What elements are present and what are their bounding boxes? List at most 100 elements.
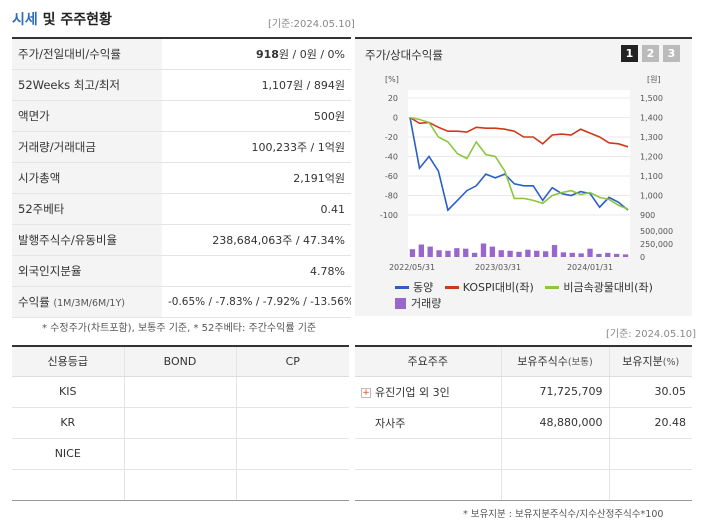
table-row: KR bbox=[12, 407, 349, 439]
y-left-tick-label: -80 bbox=[385, 192, 398, 201]
y-left-axis-label: [%] bbox=[385, 75, 399, 84]
holder-name-cell: + 유진기업 외 3인 bbox=[355, 376, 501, 408]
volume-bar bbox=[605, 252, 611, 257]
table-row: 시가총액 2,191억원 bbox=[12, 162, 351, 194]
agency-name: KIS bbox=[12, 376, 124, 408]
y-left-tick-label: -40 bbox=[385, 153, 398, 162]
table-row: 발행주식수/유동비율 238,684,063주 / 47.34% bbox=[12, 224, 351, 257]
col-header: 보유주식수(보통) bbox=[500, 346, 609, 377]
table-row bbox=[355, 469, 692, 501]
holder-ratio bbox=[608, 469, 692, 501]
returns-label-small: (1M/3M/6M/1Y) bbox=[53, 298, 125, 310]
volume-tick-label: 250,000 bbox=[640, 240, 673, 249]
y-left-tick-label: 0 bbox=[393, 114, 398, 123]
section-title: 시세 및 주주현황 bbox=[12, 9, 112, 29]
volume-bar bbox=[463, 248, 469, 257]
volume-bar bbox=[418, 244, 424, 257]
legend-item: 비금속광물대비(좌) bbox=[545, 280, 653, 296]
holder-shares bbox=[500, 469, 609, 501]
y-right-tick-label: 1,100 bbox=[640, 172, 663, 181]
major-shareholders-table: 주요주주 보유주식수(보통) 보유지분(%) + 유진기업 외 3인 71,725… bbox=[355, 345, 692, 501]
table-row: NICE bbox=[12, 438, 349, 470]
volume-bar bbox=[551, 245, 558, 257]
cp-rating bbox=[235, 376, 349, 408]
legend-item: 동양 bbox=[395, 280, 433, 296]
returns-label: 수익률 bbox=[18, 295, 50, 310]
col-header: 신용등급 bbox=[12, 346, 124, 377]
holder-shares bbox=[500, 438, 609, 470]
volume-bar bbox=[560, 252, 567, 257]
plot-area bbox=[408, 90, 630, 257]
table-row bbox=[12, 469, 349, 501]
volume-bar bbox=[542, 251, 549, 257]
volume-bar bbox=[614, 253, 620, 257]
base-date: [기준:2024.05.10] bbox=[268, 19, 355, 30]
volume-bar bbox=[587, 248, 593, 257]
row-value: 238,684,063주 / 47.34% bbox=[162, 224, 351, 257]
holder-ratio: 20.48 bbox=[608, 407, 692, 439]
row-label: 52주베타 bbox=[12, 193, 162, 226]
agency-name: KR bbox=[12, 407, 124, 439]
row-label: 액면가 bbox=[12, 100, 162, 132]
col-header-sub: (%) bbox=[662, 357, 680, 369]
row-label: 거래량/거래대금 bbox=[12, 131, 162, 163]
table-header-row: 신용등급 BOND CP bbox=[12, 346, 349, 377]
chart-button-2[interactable]: 2 bbox=[642, 45, 659, 62]
legend-label: 거래량 bbox=[411, 296, 442, 310]
volume-bar bbox=[507, 250, 513, 257]
row-value: 2,191억원 bbox=[162, 162, 351, 194]
row-label: 발행주식수/유동비율 bbox=[12, 224, 162, 257]
holder-ratio: 30.05 bbox=[608, 376, 692, 408]
x-tick-label: 2023/03/31 bbox=[475, 263, 521, 272]
volume-tick-label: 0 bbox=[640, 253, 645, 262]
col-header-text: 보유주식수 bbox=[517, 355, 568, 369]
credit-rating-table: 신용등급 BOND CP KIS KR NICE bbox=[12, 345, 349, 501]
series-line bbox=[409, 116, 629, 210]
y-right-axis-label: [원] bbox=[647, 75, 661, 84]
volume-bar bbox=[525, 249, 531, 257]
y-right-tick-label: 1,000 bbox=[640, 192, 663, 201]
bond-rating bbox=[123, 469, 236, 501]
table-row: 주가/전일대비/수익률 918원 / 0원 / 0% bbox=[12, 38, 351, 70]
col-header-sub: (보통) bbox=[567, 357, 593, 369]
agency-name: NICE bbox=[12, 438, 124, 470]
y-left-tick-label: -100 bbox=[380, 211, 398, 220]
chart-button-3[interactable]: 3 bbox=[663, 45, 680, 62]
row-label: 수익률 (1M/3M/6M/1Y) bbox=[12, 286, 162, 319]
row-label: 외국인지분율 bbox=[12, 255, 162, 288]
col-header: 보유지분(%) bbox=[608, 346, 692, 377]
holders-note: * 보유지분 : 보유지분주식수/지수산정주식수*100 bbox=[463, 509, 664, 520]
volume-bar bbox=[622, 254, 629, 257]
holder-name[interactable]: 유진기업 외 3인 bbox=[375, 385, 450, 399]
chart-period-buttons: 1 2 3 bbox=[621, 45, 680, 62]
legend-line-icon bbox=[395, 286, 409, 289]
table-row: 수익률 (1M/3M/6M/1Y) -0.65% / -7.83% / -7.9… bbox=[12, 286, 351, 319]
price-chart: 20 0 -20 -40 -60 -80 -100 1,500 1,400 1,300 1,200 1… bbox=[380, 75, 673, 272]
expand-icon[interactable]: + bbox=[361, 387, 371, 398]
volume-bar bbox=[454, 248, 460, 257]
table-header-row: 주요주주 보유주식수(보통) 보유지분(%) bbox=[355, 346, 692, 377]
legend-label: 비금속광물대비(좌) bbox=[563, 280, 653, 294]
table-row bbox=[355, 438, 692, 470]
row-value: 4.78% bbox=[162, 255, 351, 288]
chart-button-1[interactable]: 1 bbox=[621, 45, 638, 62]
table-row: KIS bbox=[12, 376, 349, 408]
volume-bar bbox=[569, 252, 575, 257]
col-header: BOND bbox=[123, 346, 236, 377]
col-header: 주요주주 bbox=[355, 346, 501, 377]
volume-bar bbox=[471, 252, 478, 257]
legend-item: 거래량 bbox=[395, 296, 441, 312]
legend-line-icon bbox=[545, 286, 560, 289]
y-left-tick-label: 20 bbox=[388, 94, 398, 103]
table-row: 거래량/거래대금 100,233주 / 1억원 bbox=[12, 131, 351, 163]
legend-item: KOSPI대비(좌) bbox=[444, 280, 534, 296]
holder-shares: 71,725,709 bbox=[500, 376, 609, 408]
row-value: 0.41 bbox=[162, 193, 351, 226]
series-line bbox=[409, 117, 629, 212]
x-tick-label: 2024/01/31 bbox=[567, 263, 613, 272]
volume-bar bbox=[445, 250, 451, 257]
volume-bar bbox=[534, 250, 540, 257]
table-row: 52Weeks 최고/최저 1,107원 / 894원 bbox=[12, 69, 351, 101]
row-value: 500원 bbox=[162, 100, 351, 132]
volume-bar bbox=[409, 249, 416, 257]
